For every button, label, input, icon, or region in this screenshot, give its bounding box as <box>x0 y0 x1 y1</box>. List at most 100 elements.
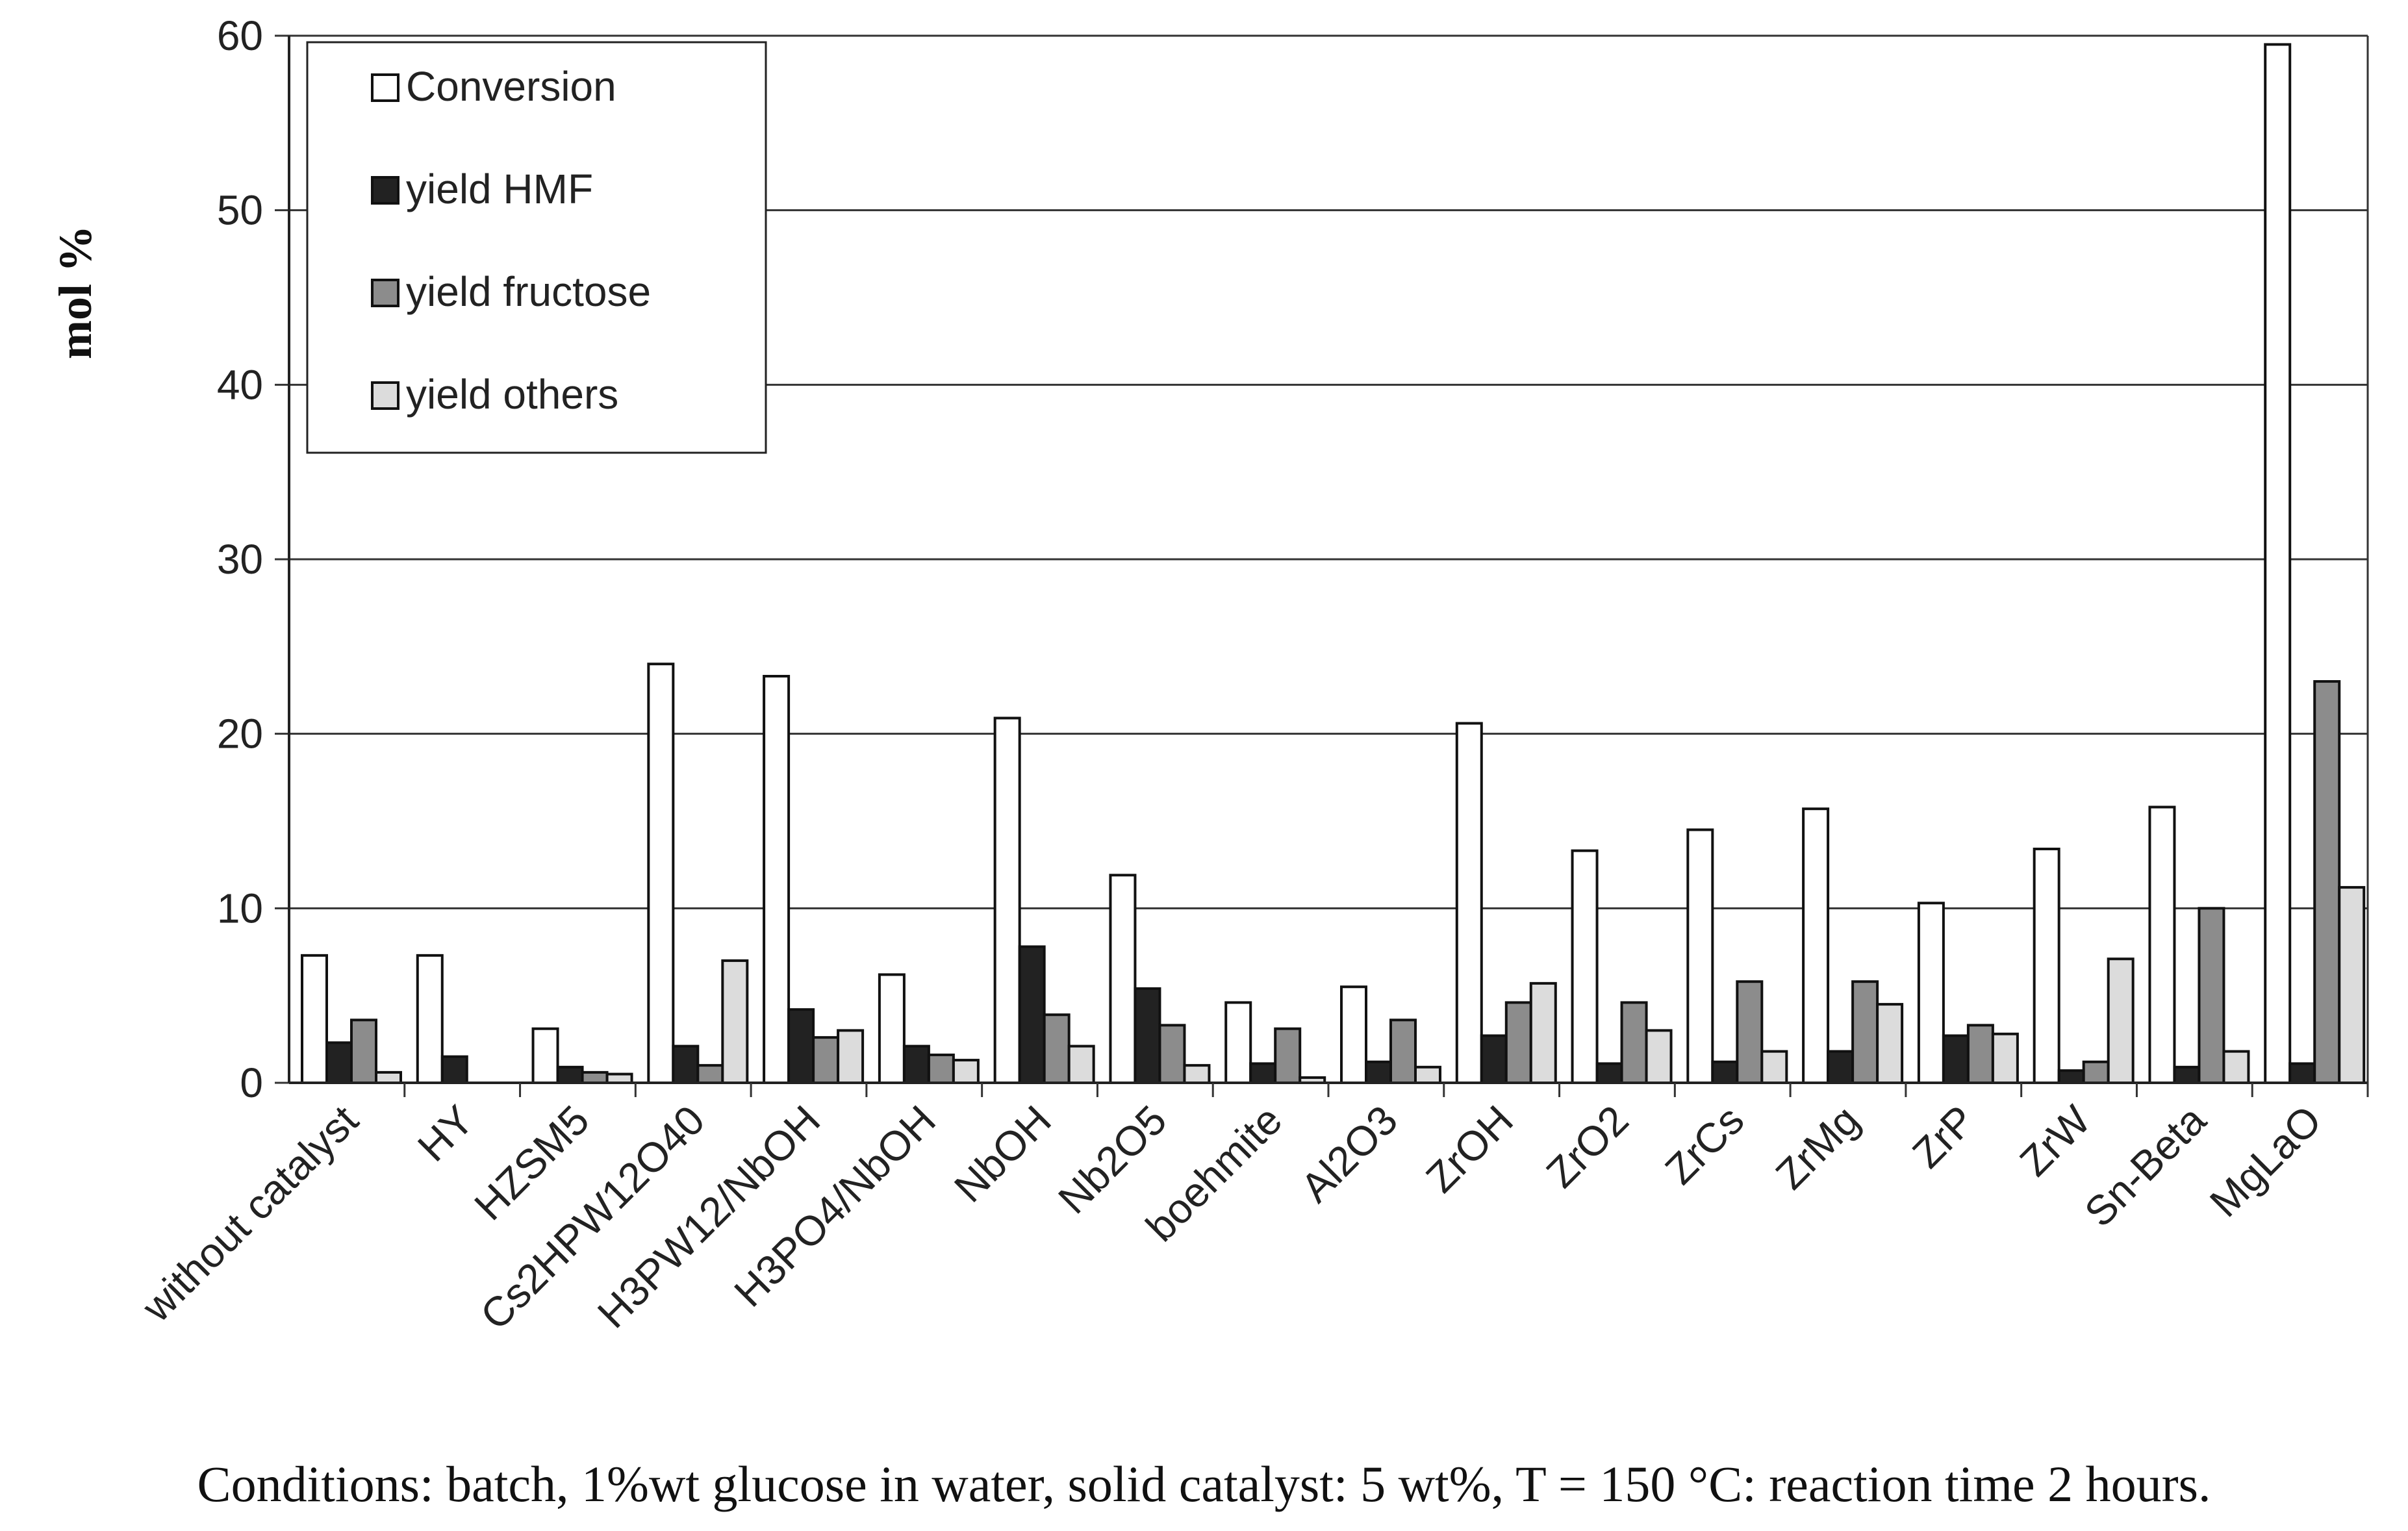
x-category-label: ZrCs <box>1656 1096 1753 1193</box>
y-tick-label: 10 <box>217 885 263 931</box>
bar-yield-fructose <box>350 1019 377 1085</box>
bar-yield-others <box>952 1059 980 1085</box>
legend-swatch-conversion <box>371 73 399 102</box>
x-category-label: ZrMg <box>1767 1096 1868 1198</box>
x-category-label: HY <box>409 1096 483 1170</box>
bar-yield-fructose <box>2082 1060 2110 1085</box>
bar-yield-hmf <box>1249 1062 1277 1084</box>
bar-yield-others <box>1991 1032 2019 1084</box>
x-category-label: NbOH <box>945 1096 1060 1211</box>
bar-yield-hmf <box>1134 987 1161 1085</box>
bar-yield-hmf <box>787 1008 815 1085</box>
bar-yield-others <box>1645 1029 1673 1085</box>
y-tick-label: 0 <box>240 1059 263 1106</box>
x-category-label: ZrOH <box>1417 1096 1522 1202</box>
bar-yield-fructose <box>812 1036 840 1084</box>
bar-yield-hmf <box>556 1065 584 1084</box>
bar-conversion <box>531 1027 559 1085</box>
bar-yield-hmf <box>325 1041 353 1084</box>
legend-swatch-yield-hmf <box>371 176 399 205</box>
bar-yield-fructose <box>1736 980 1764 1084</box>
bar-yield-others <box>375 1070 402 1085</box>
bar-yield-fructose <box>927 1054 955 1084</box>
bar-conversion <box>1917 902 1945 1084</box>
bar-yield-fructose <box>1043 1013 1071 1084</box>
bar-yield-others <box>2222 1050 2250 1085</box>
bar-conversion <box>1455 722 1483 1084</box>
y-tick-label: 60 <box>217 12 263 59</box>
legend-label-yield-fructose: yield fructose <box>406 268 651 315</box>
bar-yield-hmf <box>1711 1060 1739 1085</box>
bar-conversion <box>1802 807 1830 1085</box>
bar-conversion <box>1686 828 1714 1085</box>
bar-yield-fructose <box>1158 1024 1186 1084</box>
bar-conversion <box>763 675 791 1085</box>
bar-yield-others <box>1876 1003 1904 1084</box>
bar-conversion <box>878 973 906 1084</box>
bar-yield-others <box>837 1029 865 1085</box>
bar-yield-others <box>2107 957 2135 1085</box>
bar-yield-fructose <box>1274 1027 1302 1085</box>
bar-yield-fructose <box>1966 1024 1994 1084</box>
y-axis-label: mol % <box>49 225 101 359</box>
x-category-label: ZrP <box>1903 1096 1984 1177</box>
x-category-label: H3PO4/NbOH <box>725 1096 944 1316</box>
y-tick-label: 50 <box>217 187 263 234</box>
bar-yield-others <box>2338 886 2366 1085</box>
bar-yield-fructose <box>1389 1019 1417 1085</box>
bar-conversion <box>1340 985 1367 1084</box>
legend-label-yield-hmf: yield HMF <box>406 166 593 212</box>
bar-conversion <box>2264 43 2292 1084</box>
x-category-label: MgLaO <box>2201 1096 2330 1226</box>
bar-yield-fructose <box>1620 1001 1648 1084</box>
x-category-label: without catalyst <box>133 1096 367 1331</box>
bar-yield-fructose <box>1504 1001 1532 1084</box>
bar-yield-hmf <box>2288 1062 2316 1084</box>
bar-yield-hmf <box>672 1044 700 1084</box>
bar-yield-hmf <box>440 1055 468 1084</box>
bar-yield-others <box>1067 1044 1095 1084</box>
bar-conversion <box>301 954 328 1084</box>
bar-yield-hmf <box>1365 1060 1392 1085</box>
bar-yield-others <box>1183 1064 1211 1084</box>
y-tick-labels: 0 10 20 30 40 50 60 <box>217 12 263 1106</box>
legend-swatch-yield-fructose <box>371 279 399 307</box>
bar-yield-hmf <box>902 1044 930 1084</box>
axes <box>288 36 2369 1097</box>
bar-conversion <box>1571 849 1599 1084</box>
bar-yield-others <box>1529 981 1557 1084</box>
legend: Conversion yield HMF yield fructose yield o… <box>306 41 767 454</box>
gridlines <box>275 34 2368 1084</box>
bar-conversion <box>1109 874 1137 1084</box>
bar-yield-hmf <box>1018 945 1046 1084</box>
bar-yield-others <box>605 1072 633 1084</box>
legend-label-conversion: Conversion <box>406 63 616 110</box>
bar-yield-others <box>1760 1050 1788 1085</box>
bar-yield-hmf <box>1595 1062 1623 1084</box>
bar-yield-others <box>1414 1065 1441 1084</box>
bar-yield-hmf <box>1480 1034 1508 1084</box>
bar-conversion <box>2033 847 2060 1085</box>
y-tick-label: 20 <box>217 711 263 757</box>
figure-caption: Conditions: batch, 1%wt glucose in water… <box>197 1456 2211 1512</box>
bar-yield-hmf <box>2057 1069 2085 1085</box>
legend-label-yield-others: yield others <box>406 371 618 418</box>
bar-conversion <box>416 954 444 1084</box>
bar-conversion <box>993 716 1021 1084</box>
x-category-labels: without catalyst HYHZSM5Cs2HPW12O40H3PW12… <box>133 1096 2330 1339</box>
bar-yield-fructose <box>2198 907 2225 1085</box>
y-tick-label: 30 <box>217 536 263 583</box>
bar-yield-fructose <box>2313 680 2341 1084</box>
bar-conversion <box>2148 805 2176 1085</box>
x-category-label: ZrO2 <box>1538 1096 1638 1196</box>
y-tick-label: 40 <box>217 361 263 408</box>
bar-conversion <box>1224 1001 1252 1084</box>
x-category-label: Al2O3 <box>1291 1096 1406 1211</box>
x-category-label: Sn-Beta <box>2075 1096 2215 1236</box>
bar-yield-fructose <box>1851 980 1879 1084</box>
x-category-label: ZrW <box>2010 1096 2099 1185</box>
bar-conversion <box>647 663 675 1084</box>
bar-yield-hmf <box>2173 1065 2201 1084</box>
